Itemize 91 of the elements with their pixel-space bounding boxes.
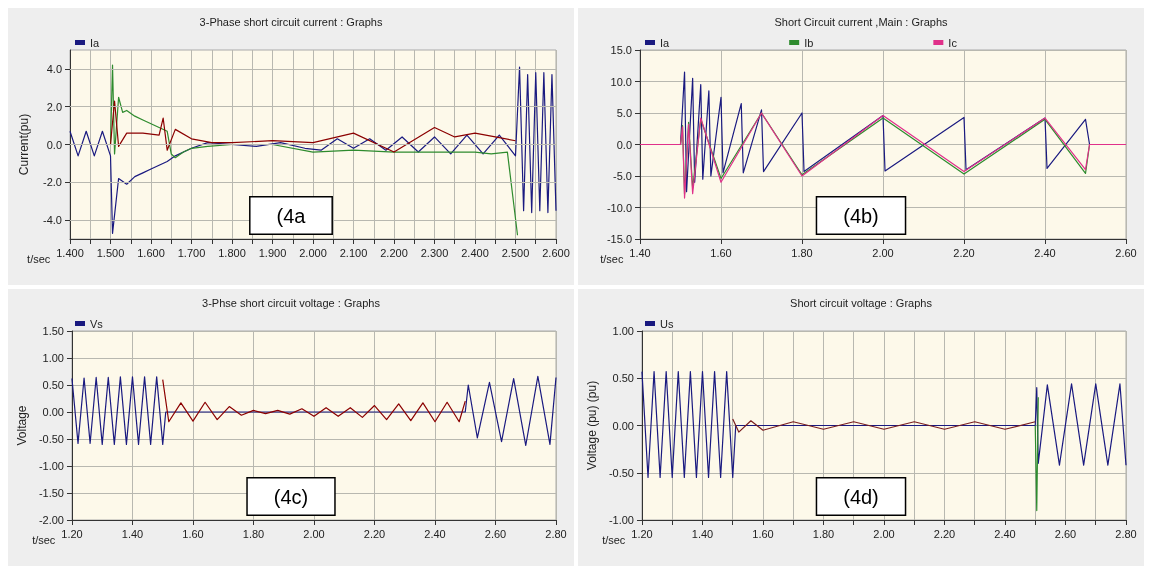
y-tick-label: 10.0 xyxy=(610,75,632,88)
x-tick-label: 1.80 xyxy=(242,527,265,540)
x-tick-label: 2.20 xyxy=(933,527,956,540)
x-tick-label: 2.100 xyxy=(339,246,368,259)
line-series xyxy=(69,66,557,234)
chart-title: 3-Phse short circuit voltage : Graphs xyxy=(202,296,381,309)
x-tick-label: 2.600 xyxy=(542,246,570,259)
y-tick-label: 1.50 xyxy=(42,325,64,337)
x-tick-label: 2.80 xyxy=(545,527,567,540)
y-tick-label: -0.50 xyxy=(608,466,634,479)
y-axis-title: Voltage xyxy=(15,405,29,446)
line-series xyxy=(71,375,557,447)
x-tick-label: 2.300 xyxy=(420,246,449,259)
y-tick-label: 5.0 xyxy=(616,107,632,119)
x-axis-title: t/sec xyxy=(600,252,624,265)
x-tick-label: 1.40 xyxy=(691,527,714,540)
line-series xyxy=(641,371,1127,479)
legend-label: Ia xyxy=(90,36,101,49)
y-tick-label: 15.0 xyxy=(610,44,632,56)
x-tick-label: 2.500 xyxy=(501,246,530,259)
y-tick-label: -10.0 xyxy=(606,201,632,214)
legend-label: Vs xyxy=(90,317,104,330)
y-tick-label: 1.00 xyxy=(612,325,634,337)
x-tick-label: 1.800 xyxy=(218,246,246,259)
y-tick-label: 0.0 xyxy=(46,138,62,151)
x-axis-title: t/sec xyxy=(32,533,56,546)
y-tick-label: 0.50 xyxy=(42,379,64,391)
x-tick-label: 1.700 xyxy=(177,246,206,259)
x-axis-title: t/sec xyxy=(602,533,626,546)
x-tick-label: 2.40 xyxy=(1034,246,1056,259)
line-series xyxy=(109,64,519,236)
x-tick-label: 2.00 xyxy=(872,246,894,259)
legend-label: Ia xyxy=(660,36,671,49)
x-tick-label: 2.400 xyxy=(461,246,489,259)
y-tick-label: 0.50 xyxy=(612,372,634,385)
y-tick-label: 0.0 xyxy=(616,138,632,151)
x-tick-label: 1.40 xyxy=(121,527,144,540)
x-tick-label: 2.60 xyxy=(1115,246,1137,259)
x-tick-label: 1.60 xyxy=(752,527,774,540)
annotation: (4d) xyxy=(843,485,879,508)
y-tick-label: -1.50 xyxy=(38,487,64,499)
x-tick-label: 2.000 xyxy=(299,246,327,259)
x-tick-label: 1.400 xyxy=(56,246,84,259)
y-tick-label: -1.00 xyxy=(608,514,634,526)
y-tick-label: 1.00 xyxy=(42,352,64,364)
legend-label: Ic xyxy=(948,36,958,49)
x-tick-label: 1.900 xyxy=(258,246,287,259)
x-tick-label: 2.20 xyxy=(953,246,975,259)
x-tick-label: 2.40 xyxy=(424,527,446,540)
x-tick-label: 2.00 xyxy=(303,527,325,540)
y-axis-title: Voltage (pu) (pu) xyxy=(585,380,599,471)
x-tick-label: 2.40 xyxy=(994,527,1016,540)
x-tick-label: 1.80 xyxy=(791,246,813,259)
x-tick-label: 1.20 xyxy=(61,527,83,540)
legend-label: Ib xyxy=(804,36,814,49)
annotation: (4b) xyxy=(843,204,879,227)
x-tick-label: 1.600 xyxy=(137,246,165,259)
y-tick-label: -5.0 xyxy=(613,170,632,182)
x-tick-label: 2.80 xyxy=(1115,527,1137,540)
annotation: (4c) xyxy=(273,485,309,508)
x-tick-label: 2.60 xyxy=(484,527,507,540)
chart-title: Short circuit voltage : Graphs xyxy=(790,296,933,309)
y-tick-label: -1.00 xyxy=(38,460,64,472)
y-tick-label: -4.0 xyxy=(43,214,62,227)
y-tick-label: 2.0 xyxy=(46,100,62,113)
chart-title: 3-Phase short circuit current : Graphs xyxy=(199,15,383,28)
x-tick-label: 1.500 xyxy=(96,246,125,259)
y-tick-label: 4.0 xyxy=(46,62,62,75)
line-series xyxy=(109,100,517,153)
y-tick-label: 0.00 xyxy=(42,406,64,418)
x-tick-label: 2.00 xyxy=(873,527,895,540)
line-series xyxy=(732,418,1036,433)
x-tick-label: 1.80 xyxy=(812,527,835,540)
y-tick-label: -0.50 xyxy=(38,433,64,445)
x-tick-label: 1.60 xyxy=(182,527,204,540)
x-tick-label: 2.200 xyxy=(380,246,408,259)
y-tick-label: -2.00 xyxy=(38,514,64,526)
x-tick-label: 2.60 xyxy=(1054,527,1077,540)
chart-title: Short Circuit current ,Main : Graphs xyxy=(774,15,948,28)
y-tick-label: -2.0 xyxy=(43,176,62,189)
y-axis-title: Current(pu) xyxy=(17,113,31,176)
legend-label: Us xyxy=(660,317,674,330)
y-tick-label: -15.0 xyxy=(606,233,632,245)
x-tick-label: 1.40 xyxy=(629,246,651,259)
x-tick-label: 2.20 xyxy=(363,527,386,540)
y-tick-label: 0.00 xyxy=(612,419,634,432)
line-series xyxy=(162,379,466,423)
annotation: (4a xyxy=(276,204,307,227)
x-axis-title: t/sec xyxy=(27,252,51,265)
x-tick-label: 1.60 xyxy=(710,246,732,259)
x-tick-label: 1.20 xyxy=(631,527,653,540)
